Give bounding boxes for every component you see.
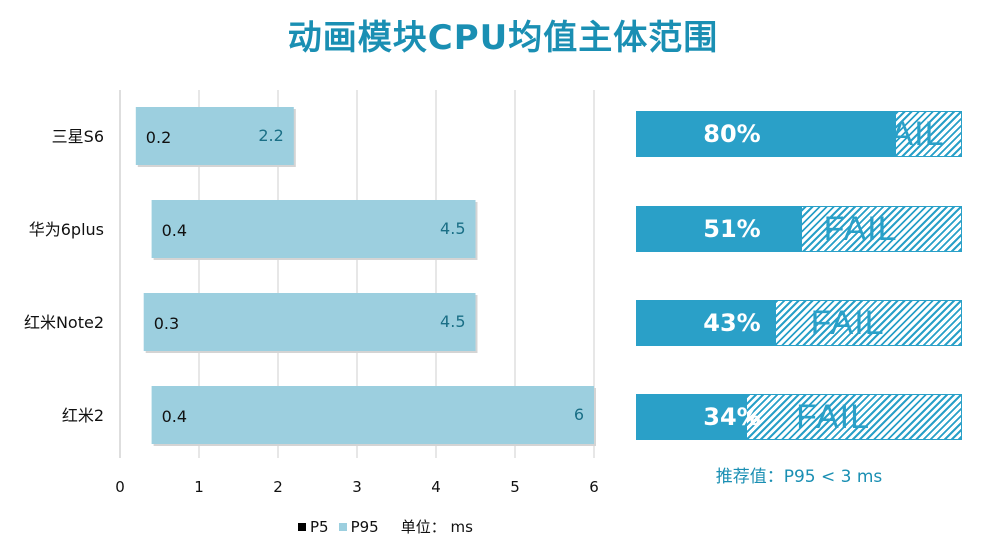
- data-label-p5: 0.2: [146, 128, 171, 147]
- pass-rate-fill: [637, 301, 777, 345]
- pass-rate-fill: [637, 395, 748, 439]
- legend-swatch-p5: [298, 522, 306, 531]
- data-label-p95: 2.2: [258, 126, 283, 145]
- data-label-p5: 0.3: [154, 314, 179, 333]
- legend-item-p5: P5: [298, 518, 329, 536]
- pass-rate-bar: 43% FAIL: [636, 300, 962, 346]
- x-tick-label: 1: [194, 478, 204, 496]
- x-tick-label: 4: [431, 478, 441, 496]
- x-tick-label: 0: [115, 478, 125, 496]
- data-label-p95: 6: [574, 405, 584, 424]
- legend-label-p95: P95: [350, 517, 379, 536]
- status-label-fail: FAIL: [796, 398, 871, 436]
- pass-rate-percent: 43%: [703, 309, 761, 337]
- category-label: 红米2: [62, 406, 104, 425]
- x-tick-label: 3: [352, 478, 362, 496]
- legend-swatch-p95: [338, 522, 347, 531]
- range-bar: [143, 293, 476, 351]
- data-label-p5: 0.4: [162, 407, 187, 426]
- pass-rate-percent: 51%: [703, 215, 761, 243]
- range-bar: [151, 200, 476, 258]
- data-label-p95: 4.5: [440, 219, 465, 238]
- data-label-p95: 4.5: [440, 312, 465, 331]
- x-tick-label: 6: [589, 478, 599, 496]
- page-title: 动画模块CPU均值主体范围: [287, 18, 719, 58]
- unit-label: 单位： ms: [400, 518, 473, 536]
- status-label-fail: FAIL: [870, 115, 945, 153]
- category-label: 红米Note2: [24, 313, 104, 332]
- x-tick-label: 2: [273, 478, 283, 496]
- x-tick-label: 5: [510, 478, 520, 496]
- data-label-p5: 0.4: [162, 221, 187, 240]
- pass-rate-bar: 34% FAIL: [636, 394, 962, 440]
- range-bar-chart: 0 1 2 3 4 5 6 三星S6 0.2 2.2 华为6plus 0.4 4.5 红米Note2 0.3…: [24, 90, 599, 496]
- pass-rate-bar: 80% FAIL: [636, 111, 962, 157]
- legend-label-p5: P5: [310, 517, 329, 536]
- range-bar: [151, 386, 594, 444]
- pass-rate-percent: 34%: [703, 403, 761, 431]
- chart-legend: P5 P95 单位： ms: [298, 516, 473, 537]
- category-label: 华为6plus: [29, 220, 104, 239]
- pass-rate-fill: [637, 207, 803, 251]
- status-label-fail: FAIL: [823, 210, 898, 248]
- status-label-fail: FAIL: [810, 304, 885, 342]
- range-bar: [135, 107, 294, 165]
- legend-item-p95: P95: [338, 517, 379, 536]
- pass-rate-percent: 80%: [703, 120, 761, 148]
- category-label: 三星S6: [52, 127, 104, 146]
- recommendation-text: 推荐值：P95 < 3 ms: [715, 467, 883, 487]
- pass-rate-fill: [637, 112, 897, 156]
- pass-rate-bar: 51% FAIL: [636, 206, 962, 252]
